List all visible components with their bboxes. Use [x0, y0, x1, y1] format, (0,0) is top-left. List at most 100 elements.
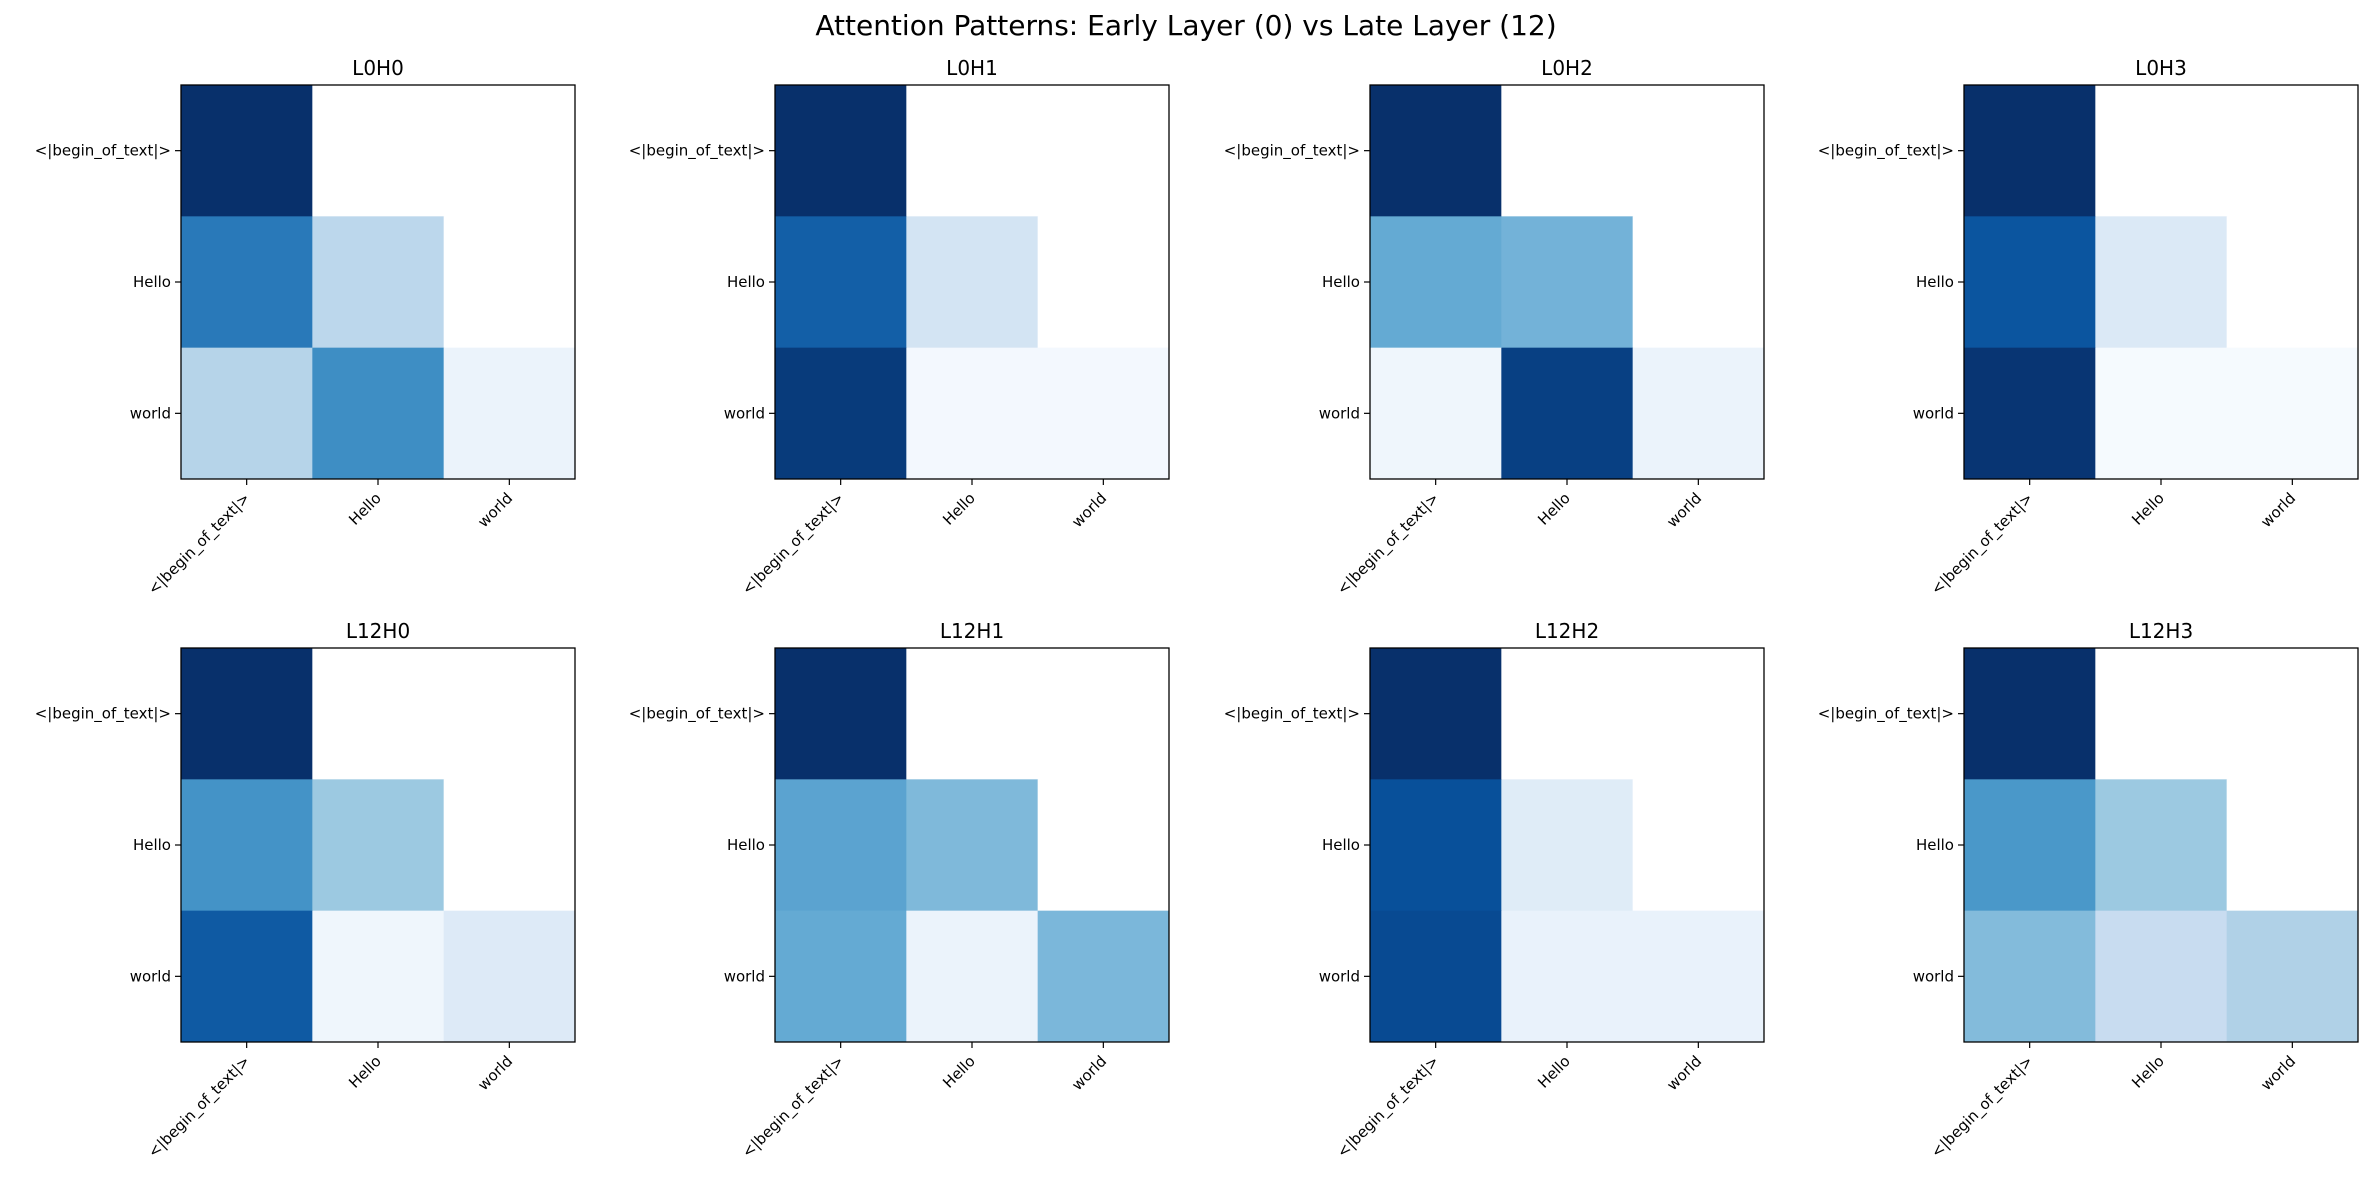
- heatmap-cell: [312, 648, 445, 780]
- x-tick-label: Hello: [2128, 1052, 2168, 1092]
- heatmap-cell: [181, 779, 313, 912]
- y-tick-label: world: [130, 967, 171, 985]
- heatmap-cell: [443, 216, 576, 349]
- x-tick-label: Hello: [1534, 489, 1574, 529]
- x-tick-label: Hello: [2128, 489, 2168, 529]
- panel-title: L12H1: [940, 619, 1004, 643]
- figure-title: Attention Patterns: Early Layer (0) vs L…: [815, 9, 1556, 42]
- heatmap-panel-L0H2: L0H2 <|begin_of_text|> Hello world <|begin_o…: [1224, 56, 1765, 599]
- heatmap-cell: [181, 85, 313, 217]
- x-tick-label: world: [1663, 1052, 1705, 1094]
- x-tick-label: world: [1068, 1052, 1110, 1094]
- x-tick-label: <|begin_of_text|>: [144, 489, 254, 599]
- heatmap-cell: [2226, 910, 2359, 1043]
- x-tick-label: Hello: [345, 1052, 385, 1092]
- y-tick-label: <|begin_of_text|>: [1224, 142, 1360, 161]
- panel-title: L0H2: [1541, 56, 1593, 80]
- heatmap-cell: [1501, 216, 1634, 349]
- heatmap-cell: [312, 779, 445, 912]
- panel-title: L12H0: [346, 619, 410, 643]
- y-tick-label: Hello: [727, 273, 765, 291]
- heatmap-cell: [906, 779, 1039, 912]
- heatmap-cell: [2095, 347, 2228, 480]
- heatmap-panel-L0H3: L0H3 <|begin_of_text|> Hello world <|begin_o…: [1818, 56, 2359, 599]
- heatmap-cell: [1501, 779, 1634, 912]
- heatmap-cell: [1964, 910, 2096, 1043]
- heatmap-cell: [2226, 347, 2359, 480]
- heatmap-cell: [1501, 85, 1634, 217]
- y-tick-label: <|begin_of_text|>: [35, 142, 171, 161]
- heatmap-cell: [1370, 910, 1502, 1043]
- heatmap-cell: [906, 216, 1039, 349]
- y-tick-label: <|begin_of_text|>: [1224, 705, 1360, 724]
- heatmap-cell: [1501, 910, 1634, 1043]
- y-tick-label: <|begin_of_text|>: [1818, 705, 1954, 724]
- heatmap-panel-L0H0: L0H0 <|begin_of_text|> Hello world <|begin_o…: [35, 56, 576, 599]
- heatmap-cell: [2226, 85, 2359, 217]
- heatmap-cell: [1632, 648, 1765, 780]
- x-tick-label: Hello: [1534, 1052, 1574, 1092]
- panel-title: L0H0: [352, 56, 404, 80]
- heatmap-cell: [2226, 779, 2359, 912]
- x-tick-label: world: [1663, 489, 1705, 531]
- heatmap-cell: [775, 216, 907, 349]
- heatmap-cell: [181, 216, 313, 349]
- heatmap-cell: [2095, 85, 2228, 217]
- heatmap-cell: [312, 347, 445, 480]
- heatmap-cell: [1964, 85, 2096, 217]
- heatmap-cell: [312, 910, 445, 1043]
- y-tick-label: world: [130, 404, 171, 422]
- heatmap-cell: [1037, 648, 1170, 780]
- heatmap-cell: [2226, 648, 2359, 780]
- y-tick-label: <|begin_of_text|>: [35, 705, 171, 724]
- heatmap-cell: [1370, 779, 1502, 912]
- heatmap-cell: [1632, 347, 1765, 480]
- panel-title: L0H1: [946, 56, 998, 80]
- heatmap-cell: [1964, 779, 2096, 912]
- heatmap-cell: [1632, 85, 1765, 217]
- panel-title: L12H2: [1535, 619, 1599, 643]
- heatmap-cell: [775, 648, 907, 780]
- x-tick-label: world: [474, 489, 516, 531]
- x-tick-label: world: [474, 1052, 516, 1094]
- panel-title: L12H3: [2129, 619, 2193, 643]
- x-tick-label: world: [1068, 489, 1110, 531]
- x-tick-label: Hello: [345, 489, 385, 529]
- heatmap-cell: [443, 347, 576, 480]
- x-tick-label: <|begin_of_text|>: [738, 1052, 848, 1162]
- heatmap-cell: [2226, 216, 2359, 349]
- heatmap-cell: [2095, 216, 2228, 349]
- heatmap-panel-L12H3: L12H3 <|begin_of_text|> Hello world <|begin_…: [1818, 619, 2359, 1162]
- y-tick-label: <|begin_of_text|>: [1818, 142, 1954, 161]
- x-tick-label: world: [2257, 1052, 2299, 1094]
- x-tick-label: world: [2257, 489, 2299, 531]
- y-tick-label: Hello: [1916, 273, 1954, 291]
- y-tick-label: world: [724, 404, 765, 422]
- heatmap-cell: [775, 779, 907, 912]
- x-tick-label: <|begin_of_text|>: [738, 489, 848, 599]
- heatmap-cell: [1964, 216, 2096, 349]
- x-tick-label: <|begin_of_text|>: [1927, 1052, 2037, 1162]
- heatmap-cell: [443, 648, 576, 780]
- x-tick-label: <|begin_of_text|>: [144, 1052, 254, 1162]
- heatmap-panel-L0H1: L0H1 <|begin_of_text|> Hello world <|begin_o…: [629, 56, 1170, 599]
- heatmap-cell: [443, 85, 576, 217]
- heatmap-cell: [2095, 910, 2228, 1043]
- panel-title: L0H3: [2135, 56, 2187, 80]
- heatmap-cell: [775, 910, 907, 1043]
- x-tick-label: <|begin_of_text|>: [1333, 489, 1443, 599]
- heatmap-cell: [312, 85, 445, 217]
- heatmap-cell: [1632, 216, 1765, 349]
- y-tick-label: Hello: [133, 836, 171, 854]
- heatmap-cell: [443, 910, 576, 1043]
- y-tick-label: Hello: [727, 836, 765, 854]
- heatmap-panel-L12H1: L12H1 <|begin_of_text|> Hello world <|begin_…: [629, 619, 1170, 1162]
- heatmap-cell: [1370, 216, 1502, 349]
- heatmap-cell: [181, 648, 313, 780]
- heatmap-cell: [1370, 347, 1502, 480]
- x-tick-label: <|begin_of_text|>: [1333, 1052, 1443, 1162]
- heatmap-cell: [1632, 910, 1765, 1043]
- heatmap-cell: [1037, 910, 1170, 1043]
- heatmap-cell: [775, 85, 907, 217]
- y-tick-label: world: [1319, 967, 1360, 985]
